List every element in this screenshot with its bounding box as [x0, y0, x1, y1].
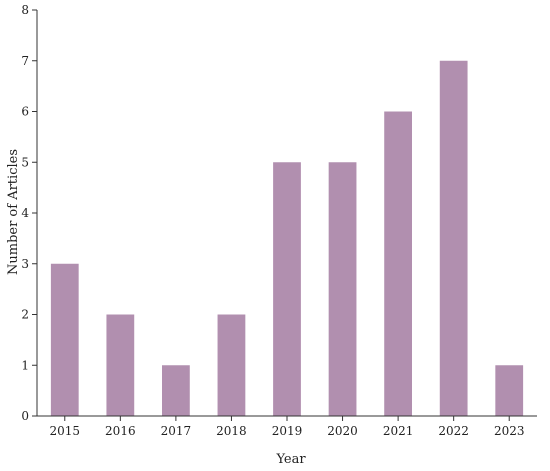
x-tick-label: 2022: [438, 424, 469, 438]
y-tick-label: 2: [21, 308, 29, 322]
bar-2022: [439, 60, 468, 416]
x-tick-label: 2018: [216, 424, 247, 438]
y-tick-label: 7: [21, 54, 29, 68]
y-ticks-group: 0 1 2 3 4 5 6 7 8: [21, 3, 37, 423]
bar-2021: [384, 111, 412, 416]
bar-2020: [328, 162, 357, 416]
y-tick-label: 1: [21, 358, 29, 372]
bar-2023: [495, 365, 524, 416]
bar-2017: [162, 365, 190, 416]
x-tick-label: 2015: [50, 424, 81, 438]
bar-2019: [273, 162, 301, 416]
y-tick-label: 0: [21, 409, 29, 423]
y-tick-label: 3: [21, 257, 29, 271]
y-tick-label: 5: [21, 155, 29, 169]
y-axis-title: Number of Articles: [6, 149, 21, 275]
x-tick-label: 2016: [105, 424, 136, 438]
bar-2015: [50, 263, 79, 416]
x-ticks-group: 2015 2016 2017 2018 2019 2020 2021 2022 2023: [50, 416, 525, 438]
bar-2018: [217, 314, 246, 416]
y-tick-label: 8: [21, 3, 29, 17]
x-tick-label: 2020: [327, 424, 358, 438]
x-tick-label: 2019: [272, 424, 303, 438]
bar-2016: [106, 314, 135, 416]
x-tick-label: 2023: [494, 424, 525, 438]
y-tick-label: 4: [21, 206, 29, 220]
y-tick-label: 6: [21, 105, 29, 119]
x-axis-title: Year: [275, 452, 306, 467]
x-tick-label: 2017: [161, 424, 192, 438]
bars-group: [50, 60, 524, 416]
x-tick-label: 2021: [383, 424, 414, 438]
